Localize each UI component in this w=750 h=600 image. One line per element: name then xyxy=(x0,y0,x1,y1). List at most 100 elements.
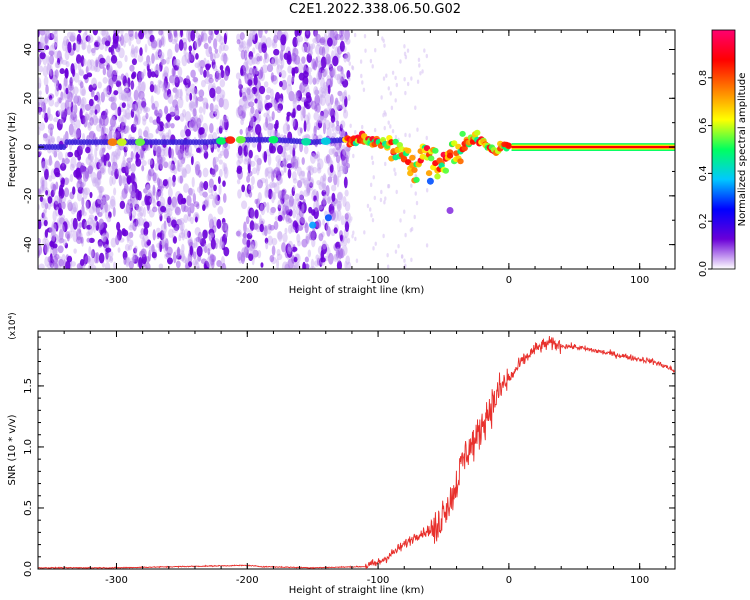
spectrogram-cell xyxy=(72,217,78,230)
spectrogram-cell xyxy=(123,32,129,44)
spectrogram-cell xyxy=(104,40,111,47)
spectrogram-cell xyxy=(203,243,208,252)
spectrogram-cell xyxy=(130,163,137,172)
spectrogram-cell xyxy=(76,210,82,222)
spectrogram-cell xyxy=(43,208,48,214)
bottom-x-tick-label: -100 xyxy=(367,575,390,586)
spectrogram-cell xyxy=(306,166,313,172)
spectrogram-cell xyxy=(280,161,286,168)
spectrogram-cell xyxy=(292,155,298,163)
spectrogram-cell xyxy=(67,151,74,158)
spectrogram-cell xyxy=(293,55,301,65)
spectrogram-cell xyxy=(240,49,246,60)
spectrogram-cell xyxy=(286,111,292,117)
spectrogram-cell xyxy=(185,164,192,175)
spectrogram-cell xyxy=(138,257,143,269)
spectrogram-cell xyxy=(323,67,329,77)
spectrogram-cell xyxy=(264,189,269,199)
spectrogram-cell xyxy=(344,213,349,220)
spectrogram-cell xyxy=(342,163,348,175)
spectrogram-cell xyxy=(253,223,259,230)
spectrogram-cell xyxy=(313,111,320,121)
spectrogram-cell xyxy=(403,44,406,49)
spectrogram-cell xyxy=(279,80,283,88)
spectrogram-cell xyxy=(93,178,99,184)
spectrogram-cell xyxy=(266,201,270,213)
spectrogram-cell xyxy=(214,164,219,172)
spectrogram-cell xyxy=(130,123,137,133)
spectrogram-cell xyxy=(240,68,244,76)
spectrogram-cell xyxy=(123,40,126,48)
spectrogram-cell xyxy=(295,261,301,269)
spectrogram-cell xyxy=(263,225,268,237)
spectrogram-cell xyxy=(126,233,130,244)
spectrogram-cell xyxy=(178,232,186,239)
spectrogram-cell xyxy=(38,244,43,256)
bottom-x-tick-label: -200 xyxy=(236,575,259,586)
spectrogram-cell xyxy=(106,64,113,75)
spectrogram-cell xyxy=(316,162,321,171)
spectrogram-cell xyxy=(171,76,176,86)
spectrogram-cell xyxy=(323,114,327,121)
spectrogram-cell xyxy=(236,159,241,167)
spectrogram-cell xyxy=(242,91,246,100)
spectrogram-cell xyxy=(291,264,297,269)
spectrogram-cell xyxy=(324,214,332,222)
spectrogram-cell xyxy=(69,35,76,42)
spectrogram-cell xyxy=(176,159,180,172)
spectrogram-cell xyxy=(157,79,162,85)
spectrogram-cell xyxy=(177,148,184,160)
spectrogram-cell xyxy=(183,41,188,51)
spectrogram-cell xyxy=(287,124,290,132)
bottom-x-tick-label: 0 xyxy=(506,575,512,586)
spectrogram-cell xyxy=(345,51,351,62)
spectrogram-cell xyxy=(292,208,297,219)
spectrogram-cell xyxy=(105,238,109,247)
spectrogram-cell xyxy=(97,241,103,248)
spectrogram-cell xyxy=(186,195,192,207)
spectrogram-cell xyxy=(53,36,59,47)
spectrogram-cell xyxy=(287,258,294,269)
spectrogram-cell xyxy=(312,77,317,85)
spectrogram-cell xyxy=(202,102,206,115)
spectrogram-cell xyxy=(79,108,83,120)
spectrogram-cell xyxy=(178,39,184,51)
spectrogram-cell xyxy=(286,125,290,132)
spectrogram-cell xyxy=(361,80,364,85)
spectrogram-cell xyxy=(129,222,136,229)
spectrogram-cell xyxy=(302,84,310,90)
spectrogram-cell xyxy=(205,70,210,78)
spectrogram-cell xyxy=(309,265,316,269)
spectrogram-cell xyxy=(78,68,84,76)
spectrogram-cell xyxy=(185,147,190,159)
spectrogram-cell xyxy=(146,55,150,62)
spectrogram-cell xyxy=(340,73,346,82)
spectrogram-cell xyxy=(68,123,74,136)
spectrogram-cell xyxy=(64,158,70,164)
spectrogram-cell xyxy=(218,184,222,196)
spectrogram-cell xyxy=(248,93,255,102)
spectrogram-cell xyxy=(183,183,190,194)
spectrogram-cell xyxy=(70,63,75,75)
spectrogram-cell xyxy=(72,207,78,213)
spectrogram-cell xyxy=(446,206,454,214)
spectrogram-cell xyxy=(219,35,224,46)
spectrogram-cell xyxy=(310,100,317,110)
spectrogram-cell xyxy=(141,97,147,109)
spectrogram-cell xyxy=(128,200,135,209)
spectrogram-cell xyxy=(291,117,296,128)
spectrogram-cell xyxy=(189,53,194,62)
spectrogram-cell xyxy=(133,198,139,207)
spectrogram-cell xyxy=(246,239,251,248)
spectrogram-cell xyxy=(140,147,144,159)
spectrogram-cell xyxy=(256,160,261,172)
spectrogram-cell xyxy=(291,186,295,197)
spectrogram-cell xyxy=(336,175,340,188)
spectrogram-cell xyxy=(47,106,51,119)
spectrogram-cell xyxy=(158,61,163,72)
spectrogram-cell xyxy=(120,73,125,81)
spectrogram-cell xyxy=(80,97,87,108)
spectrogram-cell xyxy=(218,159,223,165)
spectrogram-cell xyxy=(250,175,255,186)
spectrogram-cells xyxy=(38,30,512,269)
